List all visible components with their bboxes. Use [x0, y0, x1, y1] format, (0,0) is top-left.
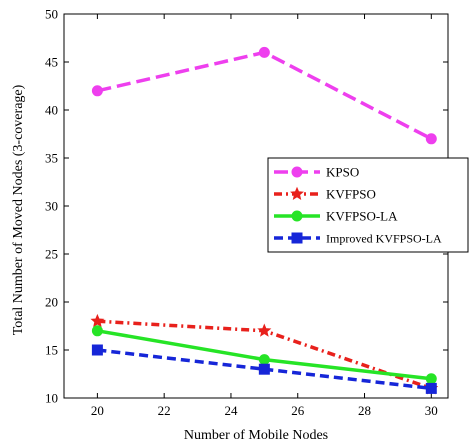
- data-point: [425, 373, 437, 385]
- data-point: [91, 344, 103, 356]
- legend-item: KVFPSO-LA: [274, 209, 398, 224]
- data-point: [91, 85, 103, 97]
- legend-label: Improved KVFPSO-LA: [326, 232, 442, 246]
- legend-item: KVFPSO: [274, 187, 376, 202]
- x-tick-label: 28: [358, 403, 371, 418]
- legend-marker: [290, 186, 304, 200]
- y-tick-label: 20: [45, 295, 58, 310]
- legend-marker: [291, 166, 303, 178]
- x-tick-label: 22: [158, 403, 171, 418]
- series-kpso: [91, 46, 437, 145]
- y-tick-label: 45: [45, 55, 58, 70]
- legend-label: KPSO: [326, 165, 359, 180]
- legend-marker: [291, 210, 303, 222]
- legend-marker: [291, 232, 303, 244]
- y-tick-label: 10: [45, 391, 58, 406]
- data-point: [90, 313, 105, 328]
- series-layer: [90, 46, 439, 395]
- legend-item: KPSO: [274, 165, 359, 180]
- tick-labels: 20 22 24 26 28 30 10 15 20 25 30 35 40 45 50: [45, 7, 438, 419]
- y-tick-label: 15: [45, 343, 58, 358]
- legend: KPSO KVFPSO KVFPSO-LA Improved KVFPSO-LA: [267, 157, 469, 253]
- y-tick-label: 50: [45, 7, 58, 22]
- x-axis-title: Number of Mobile Nodes: [184, 428, 328, 443]
- data-point: [257, 323, 272, 337]
- x-tick-label: 30: [425, 403, 438, 418]
- legend-label: KVFPSO-LA: [326, 209, 398, 224]
- y-axis-title: Total Number of Moved Nodes (3-coverage): [11, 84, 26, 335]
- x-tick-label: 20: [91, 403, 104, 418]
- x-tick-label: 26: [291, 403, 305, 418]
- y-tick-label: 25: [45, 247, 58, 262]
- legend-label: KVFPSO: [326, 187, 376, 202]
- legend-item: Improved KVFPSO-LA: [274, 232, 442, 246]
- axis-ticks: [64, 13, 448, 399]
- y-tick-label: 40: [45, 103, 58, 118]
- x-tick-label: 24: [224, 403, 238, 418]
- y-tick-label: 35: [45, 151, 58, 166]
- data-point: [258, 354, 270, 366]
- data-point: [425, 133, 437, 145]
- y-tick-label: 30: [45, 199, 58, 214]
- data-point: [258, 363, 270, 375]
- data-point: [425, 382, 437, 394]
- data-point: [258, 46, 270, 58]
- data-point: [91, 325, 103, 337]
- series-improved-kvfpso-la: [91, 344, 437, 394]
